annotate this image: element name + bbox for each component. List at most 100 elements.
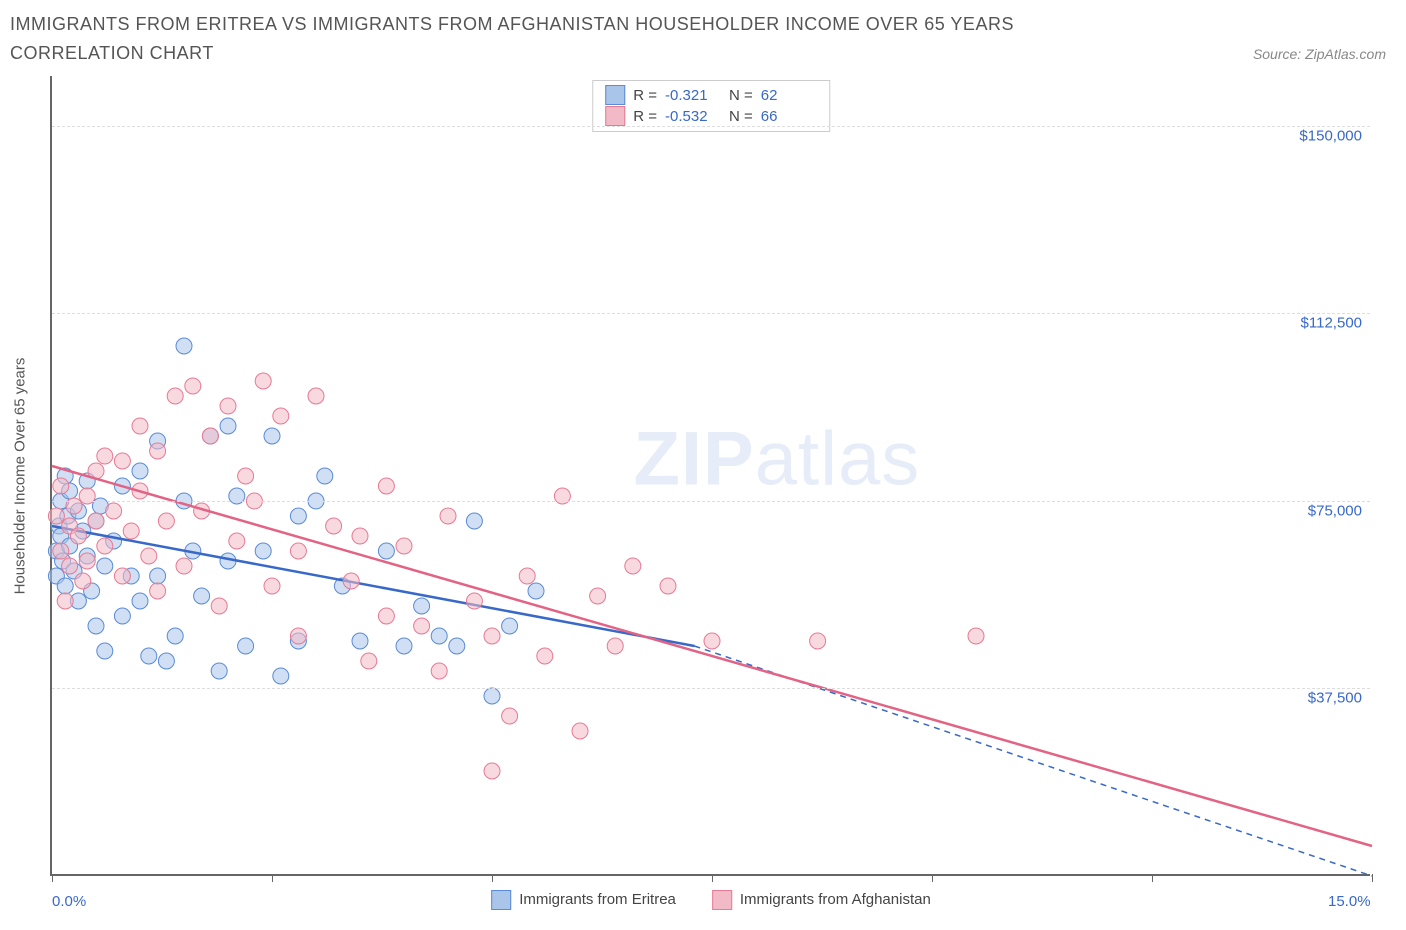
- data-point: [141, 648, 157, 664]
- data-point: [158, 653, 174, 669]
- data-point: [123, 523, 139, 539]
- data-point: [572, 723, 588, 739]
- data-point: [158, 513, 174, 529]
- data-point: [229, 533, 245, 549]
- data-point: [607, 638, 623, 654]
- data-point: [519, 568, 535, 584]
- data-point: [466, 513, 482, 529]
- x-tick: [1372, 874, 1373, 882]
- data-point: [114, 568, 130, 584]
- data-point: [106, 503, 122, 519]
- data-point: [810, 633, 826, 649]
- data-point: [57, 578, 73, 594]
- data-point: [440, 508, 456, 524]
- series-legend: Immigrants from Eritrea Immigrants from …: [491, 890, 931, 910]
- legend-label-eritrea: Immigrants from Eritrea: [519, 891, 676, 908]
- data-point: [211, 598, 227, 614]
- x-tick: [52, 874, 53, 882]
- data-point: [290, 508, 306, 524]
- data-point: [290, 543, 306, 559]
- data-point: [264, 578, 280, 594]
- data-point: [484, 688, 500, 704]
- x-tick: [492, 874, 493, 882]
- data-point: [53, 478, 69, 494]
- data-point: [352, 633, 368, 649]
- data-point: [273, 668, 289, 684]
- data-point: [414, 618, 430, 634]
- data-point: [502, 618, 518, 634]
- data-point: [317, 468, 333, 484]
- data-point: [220, 398, 236, 414]
- data-point: [132, 418, 148, 434]
- data-point: [590, 588, 606, 604]
- x-tick: [712, 874, 713, 882]
- data-point: [704, 633, 720, 649]
- data-point: [255, 373, 271, 389]
- x-tick-label: 0.0%: [52, 893, 86, 910]
- data-point: [466, 593, 482, 609]
- data-point: [361, 653, 377, 669]
- data-point: [114, 453, 130, 469]
- chart-title: IMMIGRANTS FROM ERITREA VS IMMIGRANTS FR…: [10, 10, 1130, 68]
- data-point: [431, 628, 447, 644]
- y-tick-label: $37,500: [1308, 690, 1362, 707]
- data-point: [326, 518, 342, 534]
- swatch-afghanistan-icon: [712, 890, 732, 910]
- data-point: [57, 593, 73, 609]
- data-point: [484, 763, 500, 779]
- data-point: [176, 558, 192, 574]
- legend-item-afghanistan: Immigrants from Afghanistan: [712, 890, 931, 910]
- chart-container: Householder Income Over 65 years ZIPatla…: [10, 76, 1380, 916]
- data-point: [290, 628, 306, 644]
- data-point: [484, 628, 500, 644]
- data-point: [114, 608, 130, 624]
- swatch-eritrea-icon: [491, 890, 511, 910]
- data-point: [660, 578, 676, 594]
- data-point: [255, 543, 271, 559]
- data-point: [220, 418, 236, 434]
- legend-label-afghanistan: Immigrants from Afghanistan: [740, 891, 931, 908]
- data-point: [141, 548, 157, 564]
- data-point: [449, 638, 465, 654]
- data-point: [88, 618, 104, 634]
- gridline: [52, 501, 1370, 502]
- data-point: [378, 543, 394, 559]
- gridline: [52, 313, 1370, 314]
- legend-item-eritrea: Immigrants from Eritrea: [491, 890, 676, 910]
- data-point: [396, 638, 412, 654]
- data-point: [176, 338, 192, 354]
- data-point: [79, 553, 95, 569]
- y-tick-label: $150,000: [1299, 127, 1362, 144]
- y-axis-title: Householder Income Over 65 years: [12, 357, 29, 594]
- data-point: [528, 583, 544, 599]
- data-point: [431, 663, 447, 679]
- data-point: [194, 588, 210, 604]
- data-point: [264, 428, 280, 444]
- data-point: [378, 478, 394, 494]
- data-point: [167, 388, 183, 404]
- data-point: [202, 428, 218, 444]
- data-point: [625, 558, 641, 574]
- data-point: [238, 638, 254, 654]
- data-point: [414, 598, 430, 614]
- data-point: [150, 583, 166, 599]
- gridline: [52, 126, 1370, 127]
- data-point: [132, 463, 148, 479]
- x-tick: [932, 874, 933, 882]
- data-point: [185, 378, 201, 394]
- data-point: [308, 388, 324, 404]
- scatter-plot-area: ZIPatlas R = -0.321 N = 62 R = -0.532 N …: [50, 76, 1370, 876]
- data-point: [352, 528, 368, 544]
- data-point: [48, 508, 64, 524]
- data-point: [97, 538, 113, 554]
- data-point: [97, 448, 113, 464]
- data-point: [343, 573, 359, 589]
- trend-line: [52, 466, 1372, 846]
- y-tick-label: $75,000: [1308, 502, 1362, 519]
- data-point: [968, 628, 984, 644]
- data-point: [97, 558, 113, 574]
- x-tick-label: 15.0%: [1328, 893, 1371, 910]
- data-point: [150, 443, 166, 459]
- data-point: [97, 643, 113, 659]
- y-tick-label: $112,500: [1301, 315, 1362, 332]
